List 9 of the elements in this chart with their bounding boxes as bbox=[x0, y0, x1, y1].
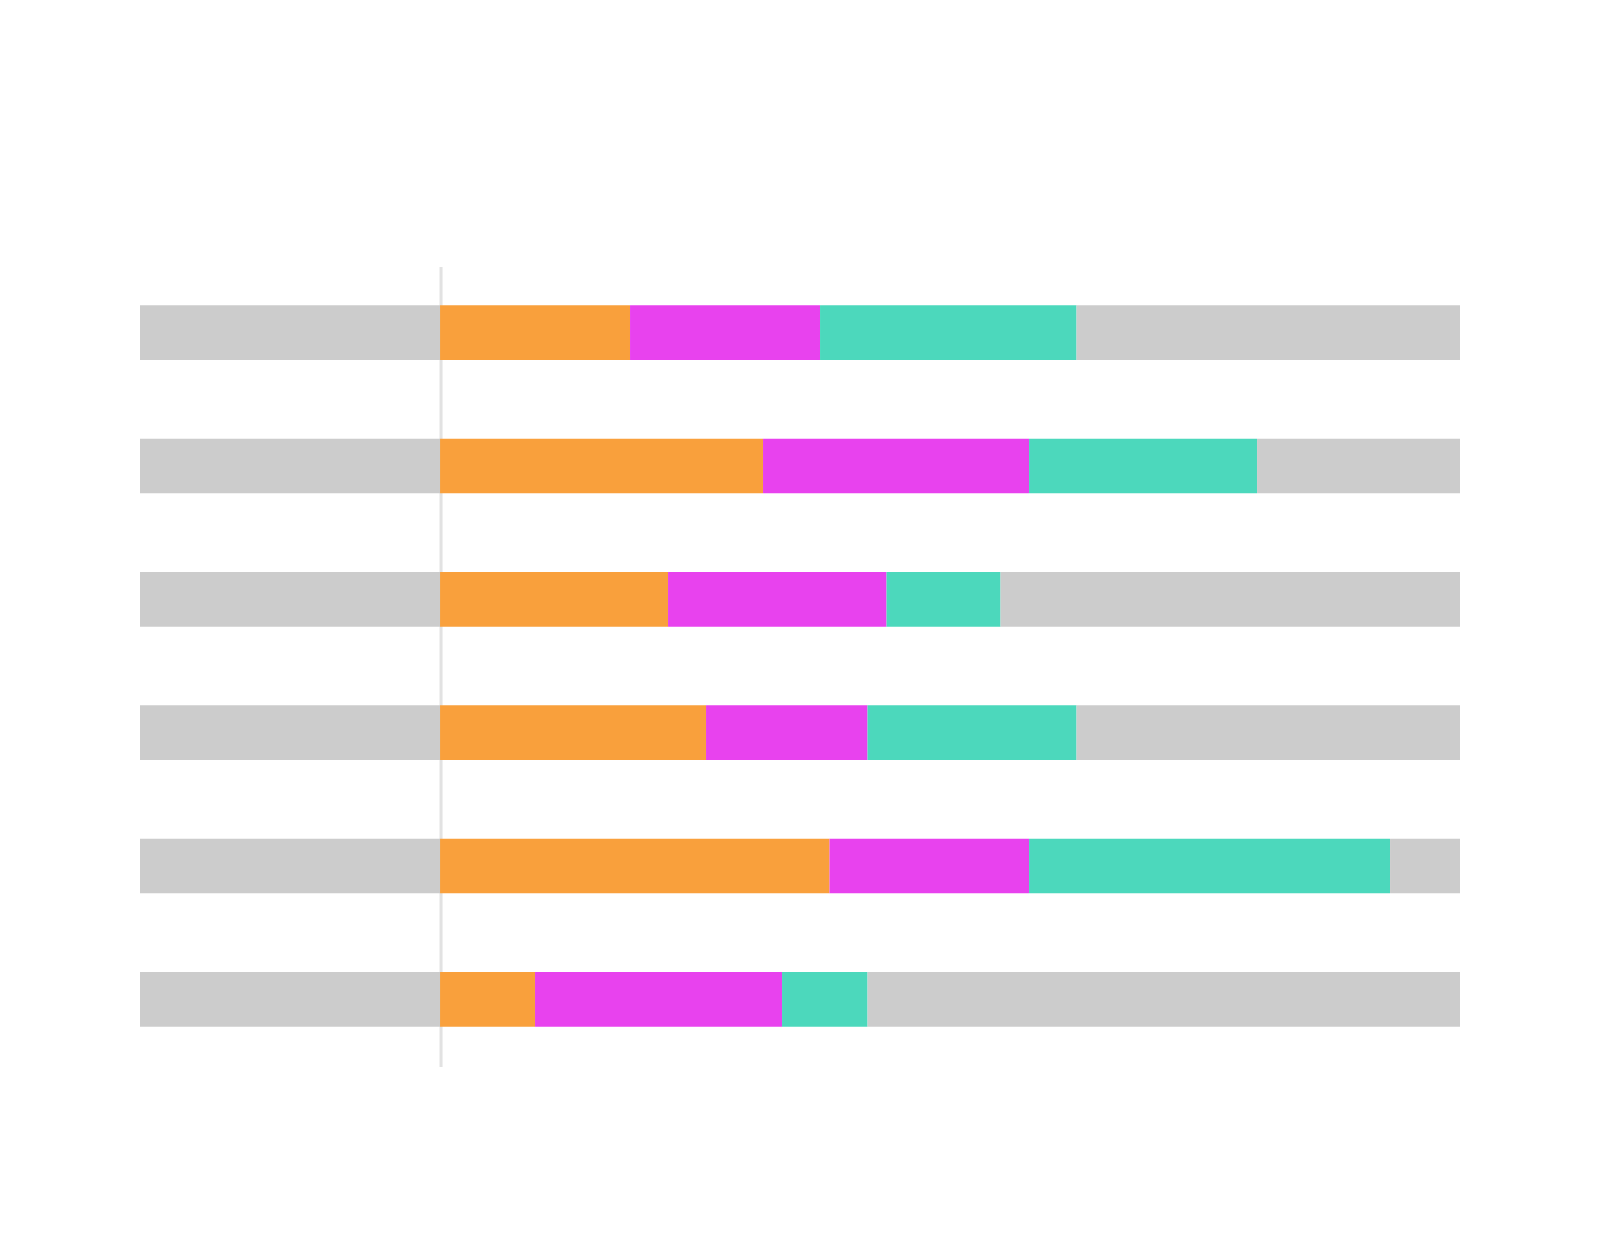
bar bbox=[440, 972, 536, 1027]
bar bbox=[630, 305, 821, 360]
bar bbox=[535, 972, 783, 1027]
bar bbox=[829, 838, 1030, 894]
bar bbox=[706, 705, 868, 760]
bar bbox=[782, 972, 868, 1027]
bar bbox=[886, 572, 1001, 627]
bar bbox=[668, 572, 887, 627]
bar bbox=[763, 438, 1030, 494]
